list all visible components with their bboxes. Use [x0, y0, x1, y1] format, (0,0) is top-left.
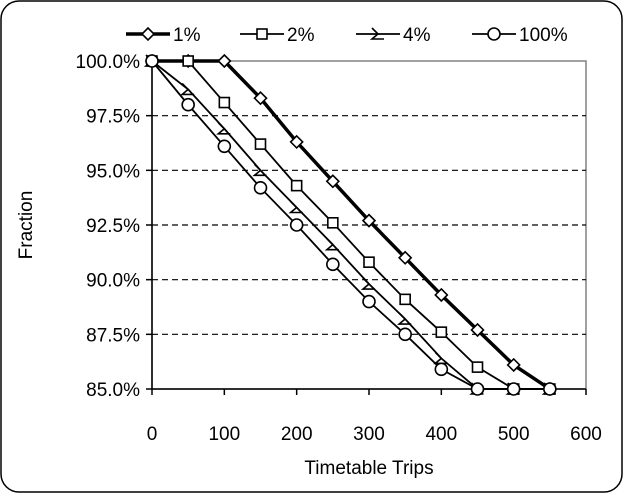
- legend-label: 100%: [519, 25, 568, 46]
- y-tick-label: 100.0%: [76, 52, 141, 73]
- data-point-triangle: [369, 27, 384, 40]
- x-axis-title: Timetable Trips: [304, 458, 433, 479]
- data-point-square: [399, 293, 411, 306]
- grid-lines: [152, 115, 586, 335]
- data-point-square: [435, 326, 448, 338]
- y-tick-label: 97.5%: [86, 107, 140, 128]
- x-tick-label: 400: [425, 424, 457, 445]
- data-point-circle: [217, 139, 232, 154]
- data-point-triangle: [360, 277, 375, 290]
- data-point-diamond: [325, 174, 340, 189]
- x-tick-label: 100: [208, 424, 240, 445]
- data-point-circle: [289, 218, 304, 232]
- legend-item: 1%: [126, 25, 201, 46]
- data-point-circle: [181, 97, 195, 112]
- data-point-triangle: [179, 82, 195, 96]
- data-point-square: [290, 179, 303, 192]
- legend-label: 1%: [173, 25, 201, 46]
- data-point-diamond: [398, 250, 413, 265]
- data-point-circle: [145, 54, 159, 68]
- y-axis-title: Fraction: [16, 191, 37, 260]
- data-point-diamond: [506, 357, 521, 373]
- data-point-square: [471, 361, 484, 373]
- data-point-square: [254, 138, 267, 150]
- data-point-circle: [253, 181, 268, 195]
- legend-label: 2%: [287, 25, 315, 46]
- legend-item: 100%: [472, 25, 568, 46]
- legend-item: 4%: [356, 25, 431, 46]
- y-tick-label: 92.5%: [86, 216, 140, 237]
- data-point-triangle: [288, 200, 303, 214]
- data-point-diamond: [470, 322, 485, 338]
- data-point-diamond: [253, 91, 268, 106]
- data-point-circle: [543, 382, 557, 396]
- data-point-circle: [326, 257, 340, 272]
- data-point-diamond: [217, 53, 232, 69]
- legend-label: 4%: [403, 25, 431, 46]
- data-point-diamond: [140, 26, 156, 42]
- x-tick-label: 500: [498, 424, 530, 445]
- data-point-circle: [434, 362, 449, 377]
- x-tick-label: 0: [147, 424, 158, 445]
- data-point-diamond: [434, 287, 449, 303]
- data-point-square: [218, 96, 231, 109]
- y-tick-label: 95.0%: [86, 161, 140, 182]
- x-tick-label: 300: [353, 424, 385, 445]
- series-line: [152, 60, 550, 390]
- data-point-circle: [506, 382, 521, 396]
- data-point-square: [182, 55, 194, 67]
- data-point-square: [363, 256, 375, 268]
- data-point-circle: [470, 382, 485, 396]
- series-100pct: [145, 54, 557, 396]
- data-point-circle: [398, 327, 412, 342]
- data-point-triangle: [252, 163, 267, 177]
- data-point-triangle: [396, 312, 412, 325]
- data-point-triangle: [324, 238, 339, 251]
- y-tick-label: 87.5%: [86, 325, 140, 346]
- legend-item: 2%: [240, 25, 315, 46]
- y-tick-label: 85.0%: [86, 380, 140, 401]
- data-point-square: [256, 28, 268, 40]
- data-point-square: [327, 217, 339, 229]
- series-layer: [143, 53, 557, 397]
- x-tick-label: 200: [281, 424, 313, 445]
- legend: 1% 2% 4% 100%: [126, 25, 568, 46]
- data-point-circle: [487, 27, 501, 41]
- data-point-diamond: [289, 134, 304, 150]
- data-point-triangle: [216, 122, 231, 135]
- data-point-circle: [362, 294, 376, 309]
- data-point-diamond: [361, 213, 377, 228]
- x-tick-label: 600: [570, 424, 602, 445]
- y-tick-label: 90.0%: [86, 271, 140, 292]
